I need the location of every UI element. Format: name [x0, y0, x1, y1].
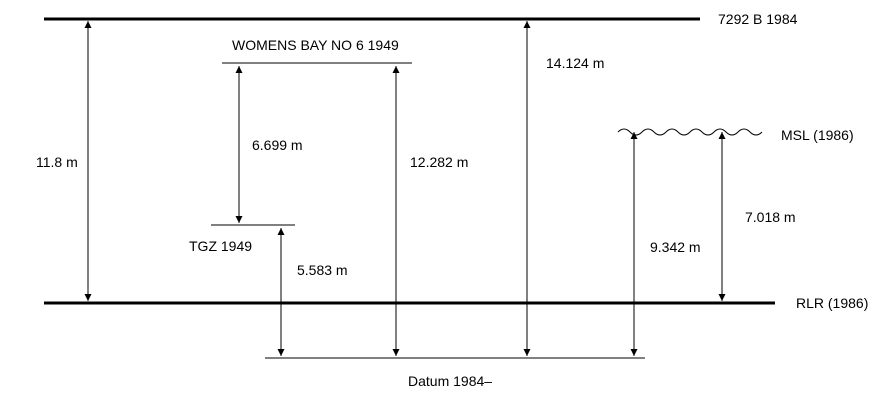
top-to-datum-value: 14.124 m — [546, 55, 604, 71]
msl-label: MSL (1986) — [781, 127, 854, 143]
tgz-to-datum-value: 5.583 m — [297, 262, 348, 278]
top-benchmark-label: 7292 B 1984 — [718, 11, 798, 27]
womens-bay-to-datum-value: 12.282 m — [410, 154, 468, 170]
datum-label: Datum 1984– — [408, 373, 492, 389]
womens-bay-label: WOMENS BAY NO 6 1949 — [232, 37, 399, 53]
tgz-label: TGZ 1949 — [189, 238, 252, 254]
rlr-label: RLR (1986) — [796, 295, 868, 311]
msl-to-datum-value: 9.342 m — [650, 239, 701, 255]
msl-to-rlr-value: 7.018 m — [745, 209, 796, 225]
msl-wave-line — [617, 128, 763, 136]
rlr-to-top-value: 11.8 m — [36, 154, 78, 170]
womens-bay-to-tgz-value: 6.699 m — [252, 137, 303, 153]
